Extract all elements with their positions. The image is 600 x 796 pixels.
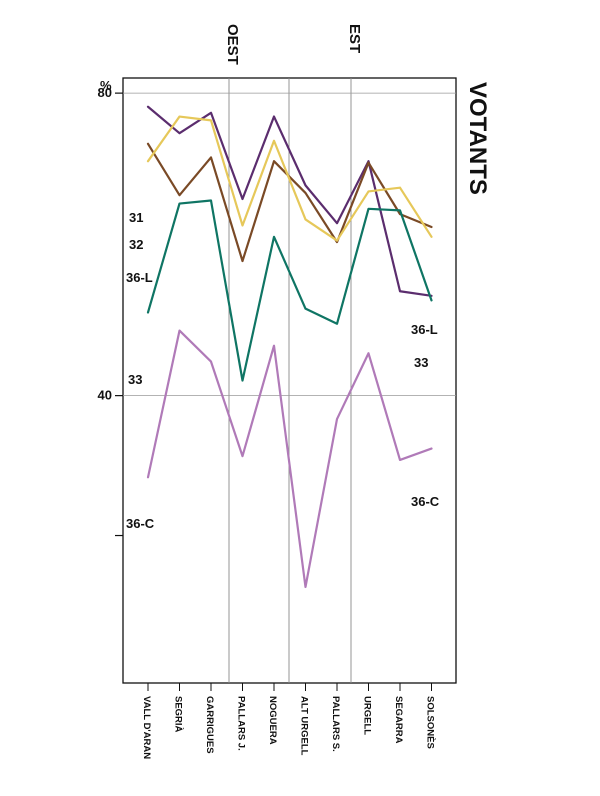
series-label-end-36-c: 36-C xyxy=(411,494,440,509)
series-lines xyxy=(146,105,433,589)
category-label-2: GARRIGUES xyxy=(204,696,215,754)
category-label-7: URGELL xyxy=(362,696,373,735)
series-line-32 xyxy=(146,142,433,263)
series-line-31 xyxy=(146,105,433,297)
plot-frame xyxy=(122,77,457,684)
series-line-36-l xyxy=(146,115,433,242)
category-label-8: SEGARRA xyxy=(393,696,404,744)
series-label-start-36-c: 36-C xyxy=(126,516,155,531)
y-tick-label-40: 40 xyxy=(98,388,112,403)
y-tick-label-80: 80 xyxy=(98,85,112,100)
region-label-oest: OEST xyxy=(224,24,241,65)
category-label-1: SEGRIÀ xyxy=(173,696,184,733)
y-axis-unit: % xyxy=(100,78,112,93)
category-labels: VALL D'ARAN SEGRIÀ GARRIGUES PALLARS J. NOGU… xyxy=(141,696,436,759)
category-label-6: PALLARS S. xyxy=(330,696,341,752)
series-label-end-33: 33 xyxy=(414,355,428,370)
chart-title: VOTANTS xyxy=(464,82,491,195)
series-line-33 xyxy=(146,199,433,382)
region-label-est: EST xyxy=(346,24,363,53)
series-line-36-c xyxy=(146,329,433,589)
category-label-5: ALT URGELL xyxy=(299,696,310,756)
series-label-start-33: 33 xyxy=(128,372,142,387)
y-axis: 80 40 xyxy=(98,85,432,691)
category-label-9: SOLSONÈS xyxy=(425,696,436,749)
grid xyxy=(122,77,457,684)
series-labels: 31 32 36-L 36-L 33 33 36-C 36-C xyxy=(126,210,440,531)
series-label-start-36-l: 36-L xyxy=(126,270,153,285)
series-label-start-32: 32 xyxy=(129,237,143,252)
category-label-0: VALL D'ARAN xyxy=(141,696,152,759)
series-label-start-31: 31 xyxy=(129,210,143,225)
region-labels: OEST EST xyxy=(224,24,363,65)
category-label-4: NOGUERA xyxy=(267,696,278,745)
series-label-end-36-l: 36-L xyxy=(411,322,438,337)
category-label-3: PALLARS J. xyxy=(236,696,247,751)
